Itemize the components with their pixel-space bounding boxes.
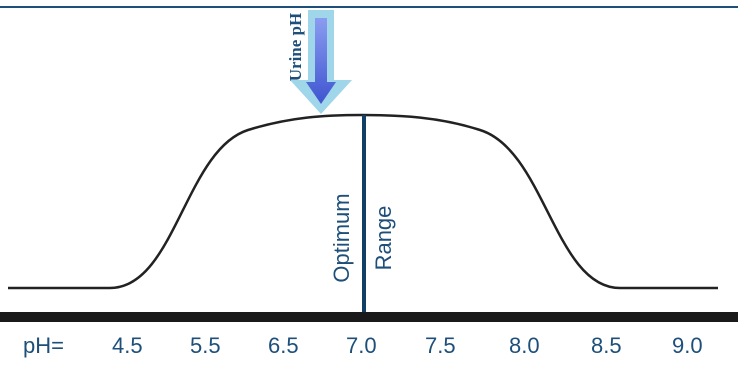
optimum-label: Optimum <box>329 193 354 283</box>
axis-prefix: pH= <box>23 333 64 358</box>
axis-tick: 8.0 <box>509 333 540 358</box>
urine-ph-arrow-inner <box>306 18 336 104</box>
urine-ph-label: Urine pH <box>286 12 305 82</box>
ph-axis: pH= 4.5 5.5 6.5 7.0 7.5 8.0 8.5 9.0 <box>0 333 738 369</box>
axis-tick: 9.0 <box>672 333 703 358</box>
baseline-bar <box>0 312 738 322</box>
axis-tick: 6.5 <box>268 333 299 358</box>
axis-tick: 7.5 <box>425 333 456 358</box>
range-label: Range <box>371 205 396 271</box>
top-divider <box>0 6 738 8</box>
axis-tick: 4.5 <box>112 333 143 358</box>
axis-tick: 5.5 <box>190 333 221 358</box>
axis-tick: 7.0 <box>346 333 377 358</box>
axis-tick: 8.5 <box>591 333 622 358</box>
